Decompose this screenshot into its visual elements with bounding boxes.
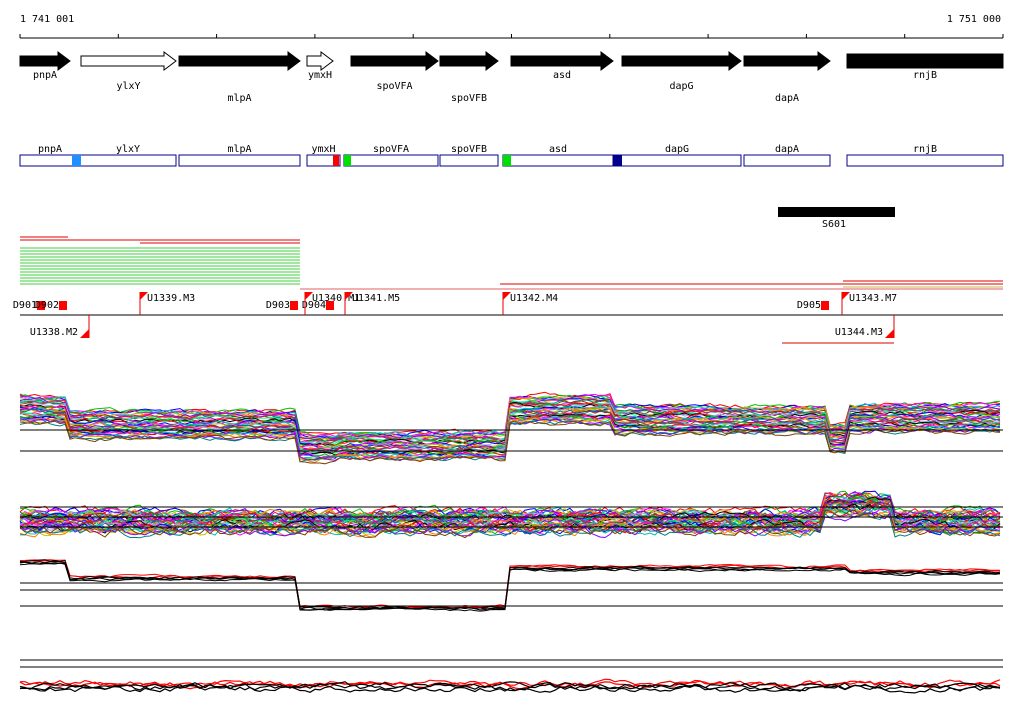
gene-box [306,154,341,167]
feature-label: D905 [797,300,821,311]
profile-line [19,509,1001,539]
feature-flag [842,292,850,300]
gene-arrow [621,51,742,71]
feature-label: U1344.M3 [835,327,883,338]
feature-label: U1342.M4 [510,293,558,304]
feature-label: D902 [35,300,59,311]
feature-flag [345,292,353,300]
gene-arrow [439,51,499,71]
gene-arrow [306,51,334,71]
profile-line [20,678,1001,688]
feature-square [37,301,45,310]
profile-line [19,420,1001,465]
profile-line [19,683,1001,692]
gene-box-label: dapG [665,144,689,155]
gene-box-label: ylxY [116,144,140,155]
profile-line [20,683,1001,694]
gene-box-label: asd [549,144,567,155]
feature-flag [503,292,511,300]
feature-label: D901 [13,300,37,311]
gene-label: rnjB [913,70,937,81]
feature-label: D904 [302,300,326,311]
feature-flag [885,329,894,338]
gene-box [612,154,742,167]
box-marker [503,155,511,166]
gene-box [439,154,499,167]
gene-box-label: rnjB [913,144,937,155]
gene-arrow [19,51,71,71]
region-bar [778,207,895,217]
gene-box [79,154,177,167]
gene-label: spoVFA [376,81,412,92]
gene-box-label: spoVFA [373,144,409,155]
gene-box-label: dapA [775,144,799,155]
gene-box-label: ymxH [311,144,335,155]
feature-square [59,301,67,310]
gene-label: spoVFB [451,93,487,104]
gene-box-label: spoVFB [451,144,487,155]
ruler-start: 1 741 001 [20,14,74,25]
gene-arrow [510,51,614,71]
feature-flag [305,292,313,300]
box-marker [613,155,622,166]
box-marker [72,155,81,166]
box-marker [344,155,351,166]
profile-line [19,562,1001,612]
gene-arrow [80,51,177,71]
profile-line [19,395,1001,440]
gene-box [19,154,81,167]
gene-label: ylxY [116,81,140,92]
feature-label: U1343.M7 [849,293,897,304]
gene-arrow [846,53,1004,69]
feature-square [326,301,334,310]
gene-box [846,154,1004,167]
gene-arrow [743,51,831,71]
gene-label: pnpA [33,70,57,81]
profile-line [19,401,1001,447]
box-marker [333,155,339,166]
feature-label: U1339.M3 [147,293,195,304]
gene-box [743,154,831,167]
feature-flag [80,329,89,338]
feature-square [821,301,829,310]
gene-arrow [178,51,301,71]
gene-label: dapG [669,81,693,92]
gene-label: mlpA [227,93,251,104]
gene-arrow [350,51,439,71]
gene-box [502,154,614,167]
profile-line [19,508,1001,537]
feature-flag [140,292,148,300]
ruler-end: 1 751 000 [947,14,1001,25]
feature-label: U1341.M5 [352,293,400,304]
region-label: S601 [822,219,846,230]
feature-label: U1340.M1 [312,293,360,304]
profile-line [19,559,1001,609]
gene-box [343,154,439,167]
feature-label: U1338.M2 [30,327,78,338]
feature-square [290,301,298,310]
feature-label: D903 [266,300,290,311]
gene-box-label: mlpA [227,144,251,155]
profile-line [19,399,1001,445]
gene-label: dapA [775,93,799,104]
gene-label: ymxH [308,70,332,81]
gene-label: asd [553,70,571,81]
gene-box-label: pnpA [38,144,62,155]
gene-box [178,154,301,167]
